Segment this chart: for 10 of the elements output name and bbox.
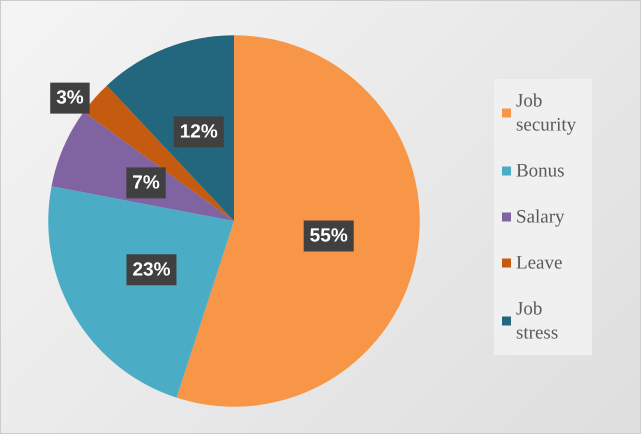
data-label: 23% xyxy=(132,259,171,280)
data-label: 3% xyxy=(56,88,84,109)
legend-label: Job stress xyxy=(516,298,558,344)
legend-label: Leave xyxy=(516,252,562,274)
data-label: 7% xyxy=(132,172,160,194)
data-label: 55% xyxy=(310,226,348,246)
legend-label: Salary xyxy=(516,206,566,228)
legend-label: Bonus xyxy=(516,160,565,182)
legend-label: Job security xyxy=(516,90,577,136)
data-label: 12% xyxy=(180,121,218,142)
